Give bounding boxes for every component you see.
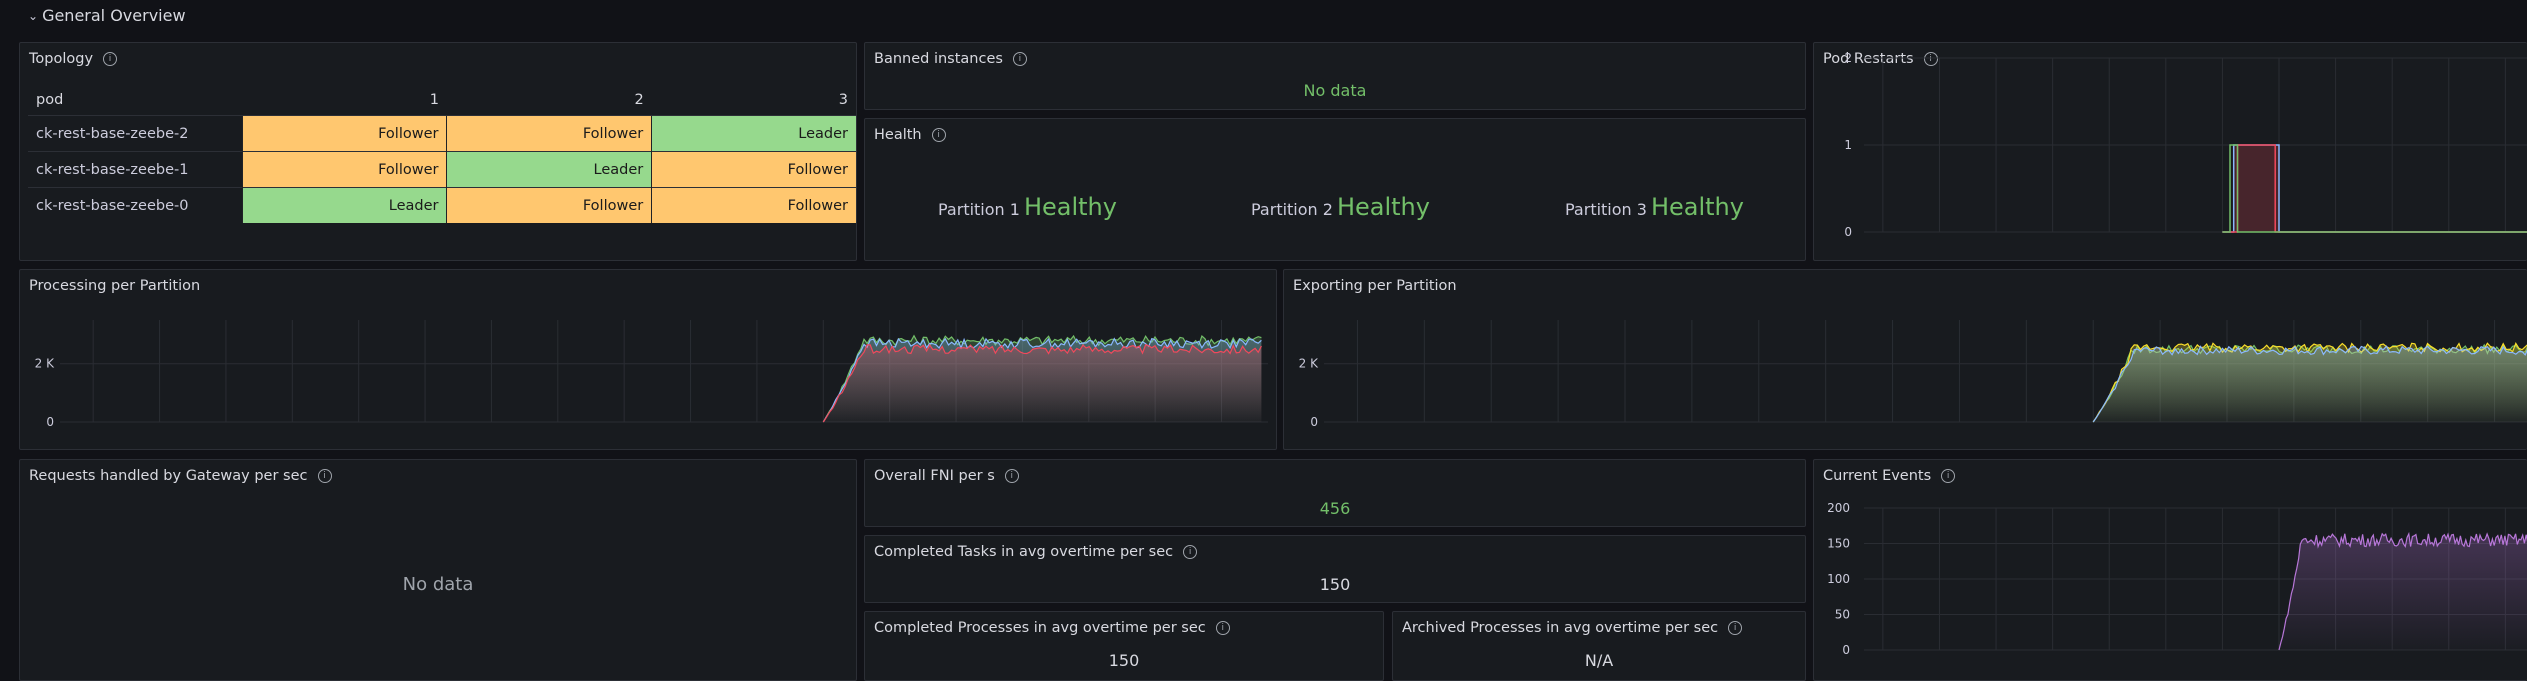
role-cell: Follower	[241, 151, 447, 188]
table-header-row: pod 1 2 3	[28, 85, 856, 116]
y-tick-label: 1	[1844, 138, 1852, 152]
series-line	[2222, 144, 2527, 233]
series-area	[2093, 346, 2527, 422]
stat-value: 150	[1319, 575, 1351, 594]
banned-instances-panel: Banned instances i No data	[864, 42, 1806, 110]
stat-value: N/A	[1584, 651, 1614, 670]
no-data-text: No data	[402, 574, 474, 595]
column-header[interactable]: 2	[634, 92, 644, 108]
info-icon[interactable]: i	[103, 52, 118, 66]
y-tick-label: 0	[46, 415, 54, 429]
health-partition-2: Partition 2 Healthy	[1251, 193, 1430, 221]
column-header[interactable]: 3	[838, 92, 848, 108]
y-tick-label: 50	[1835, 608, 1850, 622]
panel-title: Pod Restarts	[1823, 51, 1914, 67]
panel-title: Health	[874, 127, 922, 143]
y-tick-label: 2	[1844, 51, 1852, 65]
series-line	[822, 343, 1262, 423]
pod-restarts-chart[interactable]: 01220:4521:0021:1521:3021:4522:0022:1522…	[1814, 43, 2527, 261]
partition-label: Partition 2	[1251, 200, 1333, 219]
health-value: Healthy	[1650, 193, 1744, 221]
role-cell: Follower	[446, 187, 652, 223]
stat-value: 150	[1108, 651, 1140, 670]
series-area	[823, 344, 1262, 422]
no-data-text: No data	[1303, 81, 1367, 100]
series-line	[2092, 341, 2527, 423]
y-tick-label: 0	[1310, 415, 1318, 429]
partition-label: Partition 1	[938, 200, 1020, 219]
y-tick-label: 150	[1827, 537, 1850, 551]
y-tick-label: 100	[1827, 572, 1850, 586]
series-line	[2092, 345, 2527, 423]
y-tick-label: 0	[1844, 225, 1852, 239]
panel-title: Completed Tasks in avg overtime per sec	[874, 544, 1174, 560]
partition-label: Partition 3	[1565, 200, 1647, 219]
panel-title: Archived Processes in avg overtime per s…	[1402, 620, 1719, 636]
y-tick-label: 0	[1842, 643, 1850, 657]
role-cell: Leader	[241, 187, 447, 223]
y-tick-label: 2 K	[35, 357, 55, 371]
role-cell: Follower	[651, 187, 856, 223]
panel-title: Requests handled by Gateway per sec	[29, 468, 308, 484]
panel-title: Exporting per Partition	[1293, 278, 1457, 294]
panel-title: Current Events	[1823, 468, 1932, 484]
role-cell: Leader	[651, 115, 856, 152]
processing-panel: Processing per Partition 02 K20:4020:502…	[19, 269, 1277, 450]
requests-panel: Requests handled by Gateway per sec i No …	[19, 459, 857, 681]
table-row: ck-rest-base-zeebe-0 Leader Follower Fol…	[28, 187, 856, 223]
topology-table: pod 1 2 3 ck-rest-base-zeebe-2 Follower …	[28, 85, 856, 223]
column-header[interactable]: 1	[429, 92, 439, 108]
fni-panel: Overall FNI per s i 456	[864, 459, 1806, 527]
row-header-general-overview[interactable]: ⌄ General Overview	[28, 6, 186, 25]
role-cell: Follower	[241, 115, 447, 152]
y-tick-label: 200	[1827, 501, 1850, 515]
current-events-chart[interactable]: 05010015020020:4521:0021:1521:3021:4522:…	[1814, 460, 2527, 681]
series-line	[2278, 531, 2527, 651]
stat-value: 456	[1319, 499, 1351, 518]
topology-panel: Topology i pod 1 2 3 ck-rest-base-zeebe-2…	[19, 42, 857, 261]
panel-title: Processing per Partition	[29, 278, 201, 294]
health-partition-1: Partition 1 Healthy	[938, 193, 1117, 221]
health-panel: Health i Partition 1 Healthy Partition 2 He…	[864, 118, 1806, 261]
info-icon[interactable]: i	[1728, 621, 1743, 635]
series-area	[2279, 533, 2527, 650]
info-icon[interactable]: i	[1004, 469, 1019, 483]
exporting-chart[interactable]: 02 K20:4020:5021:0021:1021:2021:3021:402…	[1284, 270, 2527, 450]
info-icon[interactable]: i	[1923, 52, 1938, 66]
info-icon[interactable]: i	[1215, 621, 1230, 635]
panel-title: Topology	[29, 51, 94, 67]
role-cell: Follower	[651, 151, 856, 188]
table-row: ck-rest-base-zeebe-1 Follower Leader Fol…	[28, 151, 856, 188]
archived-processes-panel: Archived Processes in avg overtime per s…	[1392, 611, 1806, 681]
pod-name: ck-rest-base-zeebe-0	[28, 187, 243, 223]
row-title: General Overview	[42, 6, 186, 25]
panel-title: Overall FNI per s	[874, 468, 995, 484]
role-cell: Leader	[446, 151, 652, 188]
health-partition-3: Partition 3 Healthy	[1565, 193, 1744, 221]
series-line	[822, 337, 1262, 423]
column-header[interactable]: pod	[36, 92, 64, 108]
role-cell: Follower	[446, 115, 652, 152]
pod-name: ck-rest-base-zeebe-1	[28, 151, 243, 188]
pod-name: ck-rest-base-zeebe-2	[28, 115, 243, 152]
info-icon[interactable]: i	[1941, 469, 1956, 483]
info-icon[interactable]: i	[317, 469, 332, 483]
processing-chart[interactable]: 02 K20:4020:5021:0021:1021:2021:3021:402…	[20, 270, 1277, 450]
info-icon[interactable]: i	[1012, 52, 1027, 66]
info-icon[interactable]: i	[931, 128, 946, 142]
panel-title: Banned instances	[874, 51, 1003, 67]
y-tick-label: 2 K	[1299, 357, 1319, 371]
exporting-panel: Exporting per Partition 02 K20:4020:5021…	[1283, 269, 2527, 450]
health-value: Healthy	[1336, 193, 1430, 221]
health-value: Healthy	[1023, 193, 1117, 221]
info-icon[interactable]: i	[1183, 545, 1198, 559]
panel-title: Completed Processes in avg overtime per …	[874, 620, 1206, 636]
restart-area	[2233, 145, 2279, 232]
completed-tasks-panel: Completed Tasks in avg overtime per sec i…	[864, 535, 1806, 603]
table-row: ck-rest-base-zeebe-2 Follower Follower L…	[28, 115, 856, 152]
completed-processes-panel: Completed Processes in avg overtime per …	[864, 611, 1384, 681]
chevron-down-icon[interactable]: ⌄	[28, 8, 39, 23]
